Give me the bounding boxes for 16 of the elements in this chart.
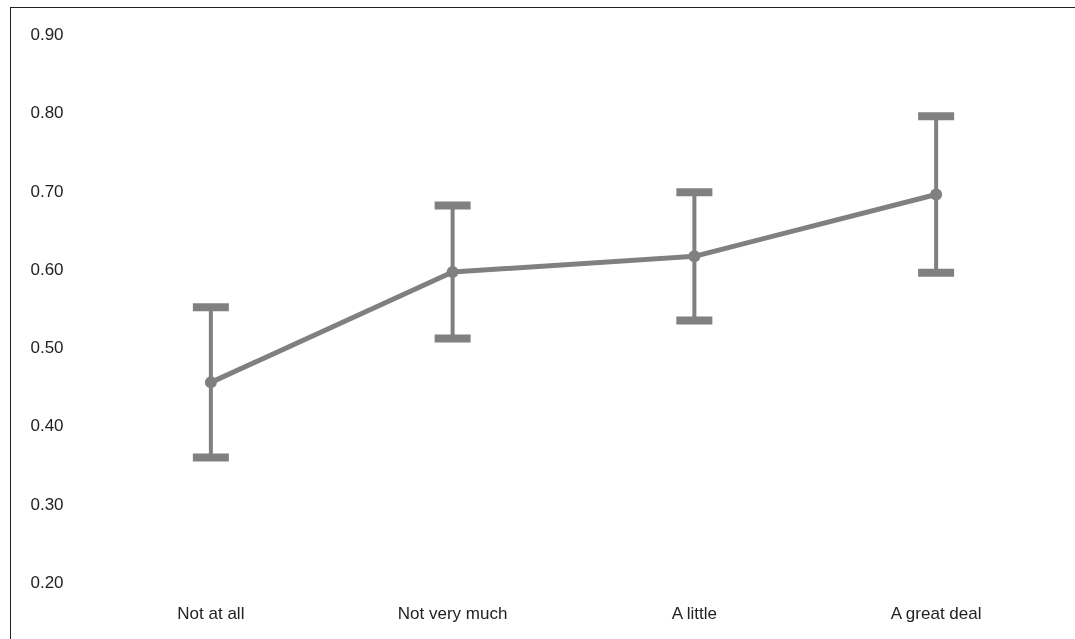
x-tick-label: Not at all: [177, 603, 245, 623]
y-tick-label: 0.70: [30, 181, 64, 201]
x-tick-label: A great deal: [890, 603, 982, 623]
point: [204, 376, 217, 389]
y-tick-label: 0.80: [30, 103, 64, 123]
y-tick-label: 0.60: [30, 259, 64, 279]
y-tick-label: 0.20: [30, 572, 64, 592]
point: [688, 250, 701, 263]
y-tick-label: 0.50: [30, 338, 64, 358]
point: [446, 265, 459, 278]
y-tick-label: 0.30: [30, 494, 64, 514]
y-tick-label: 0.90: [30, 24, 64, 44]
x-tick-label: Not very much: [397, 603, 508, 623]
point: [930, 188, 943, 201]
y-tick-label: 0.40: [30, 416, 64, 436]
x-tick-label: A little: [671, 603, 718, 623]
